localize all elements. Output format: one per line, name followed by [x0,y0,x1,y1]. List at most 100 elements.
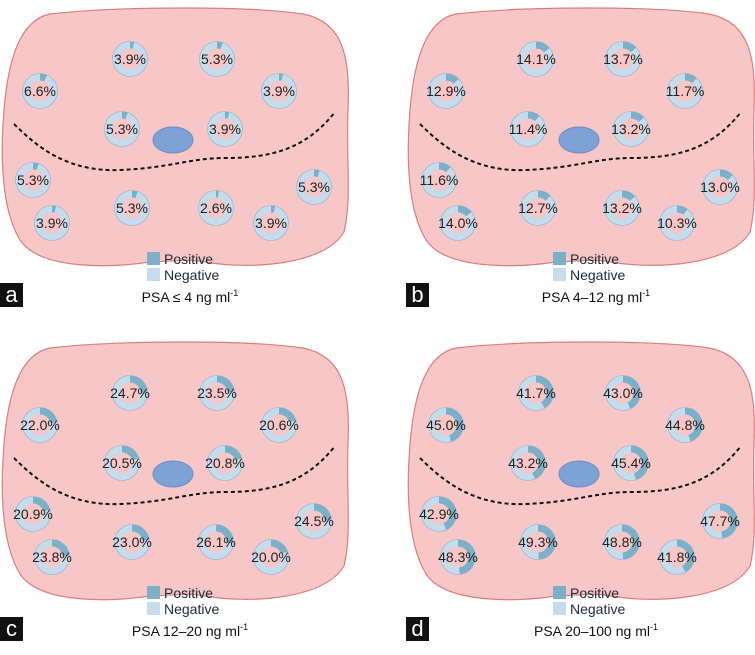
ring-outer-border [518,375,554,411]
positive-arc [428,407,464,443]
biopsy-core-ring: 3.9% [261,73,297,109]
positive-rate-label: 13.2% [602,200,642,216]
ring-outer-border [613,111,649,147]
positive-rate-label: 13.0% [700,179,740,195]
positive-rate-label: 3.9% [36,215,68,231]
legend-positive-label: Positive [164,251,213,267]
positive-arc [520,524,556,560]
positive-rate-label: 2.6% [200,200,232,216]
positive-arc [114,524,150,560]
caption-superscript: -1 [230,288,238,298]
positive-rate-label: 14.1% [516,51,556,67]
positive-rate-label: 47.7% [700,513,740,529]
positive-arc [604,524,640,560]
zone-boundary-dashed-line [419,111,742,172]
biopsy-core-ring: 3.9% [34,205,70,241]
biopsy-core-ring: 20.6% [259,407,299,443]
legend-negative-swatch [147,602,160,615]
biopsy-core-ring: 5.3% [199,41,235,77]
ring-outer-border [604,190,640,226]
positive-arc [421,162,457,198]
ring-outer-border [520,190,556,226]
positive-arc [659,205,695,241]
ring-outer-border [207,111,243,147]
biopsy-core-ring: 20.8% [205,445,245,481]
positive-arc [207,111,243,147]
positive-rate-label: 41.7% [516,385,556,401]
positive-arc [207,445,243,481]
positive-arc [198,524,234,560]
biopsy-core-ring: 48.8% [602,524,642,560]
panel-d: 41.7% 43.0% 45.0% 44.8% 43.2% 45.4% 42.9% 47.7%… [406,341,755,641]
positive-rate-label: 20.9% [13,506,53,522]
positive-arc [104,111,140,147]
ring-outer-border [518,41,554,77]
zone-boundary-dashed-line [419,445,742,506]
caption-prefix: PSA 12–20 ng ml [132,623,240,639]
positive-rate-label: 6.6% [24,83,56,99]
ring-outer-border [198,190,234,226]
positive-arc [114,190,150,226]
biopsy-core-ring: 47.7% [700,503,740,539]
positive-arc [520,190,556,226]
biopsy-core-ring: 11.6% [420,162,459,198]
positive-rate-label: 23.5% [197,385,237,401]
biopsy-core-ring: 49.3% [518,524,558,560]
legend-positive-swatch [553,586,566,599]
positive-arc [428,73,464,109]
biopsy-core-ring: 5.3% [114,190,150,226]
positive-arc [15,162,51,198]
positive-arc [440,539,476,575]
biopsy-core-ring: 5.3% [15,162,51,198]
positive-rate-label: 42.9% [419,506,459,522]
panel-c: 24.7% 23.5% 22.0% 20.6% 20.5% 20.8% 20.9% 24.5%… [0,341,349,641]
ring-outer-border [15,496,51,532]
positive-rate-label: 11.6% [420,172,459,188]
ring-outer-border [112,375,148,411]
positive-rate-label: 12.7% [518,200,558,216]
biopsy-core-ring: 3.9% [112,41,148,77]
positive-arc [518,41,554,77]
ring-outer-border [22,407,58,443]
positive-rate-label: 41.8% [657,549,697,565]
biopsy-core-ring: 10.3% [657,205,697,241]
ring-outer-border [605,41,641,77]
positive-arc [613,111,649,147]
positive-rate-label: 5.3% [17,172,49,188]
biopsy-core-ring: 2.6% [198,190,234,226]
positive-arc [34,205,70,241]
positive-rate-label: 49.3% [518,534,558,550]
ring-outer-border [440,539,476,575]
biopsy-core-ring: 48.3% [438,539,478,575]
positive-arc [199,375,235,411]
positive-arc [261,73,297,109]
positive-arc [112,375,148,411]
caption-superscript: -1 [240,622,248,632]
legend-negative-label: Negative [570,601,625,617]
positive-arc [421,496,457,532]
positive-arc [296,503,332,539]
positive-arc [22,407,58,443]
ring-outer-border [659,205,695,241]
legend-negative-swatch [147,268,160,281]
ring-outer-border [104,111,140,147]
ring-outer-border [296,169,332,205]
positive-rate-label: 43.0% [603,385,643,401]
positive-arc [667,73,703,109]
positive-rate-label: 3.9% [263,83,295,99]
legend-positive-label: Positive [570,585,619,601]
panel-letter-badge [406,617,429,641]
positive-rate-label: 10.3% [657,215,697,231]
ring-outer-border [207,445,243,481]
positive-arc [510,111,546,147]
legend-positive-swatch [553,252,566,265]
ring-outer-border [296,503,332,539]
biopsy-core-ring: 3.9% [253,205,289,241]
positive-arc [199,41,235,77]
positive-arc [659,539,695,575]
ring-outer-border [510,111,546,147]
panel-letter-badge [0,617,23,641]
zone-boundary-dashed-line [13,111,336,172]
legend-positive-swatch [147,252,160,265]
biopsy-core-ring: 20.9% [13,496,53,532]
